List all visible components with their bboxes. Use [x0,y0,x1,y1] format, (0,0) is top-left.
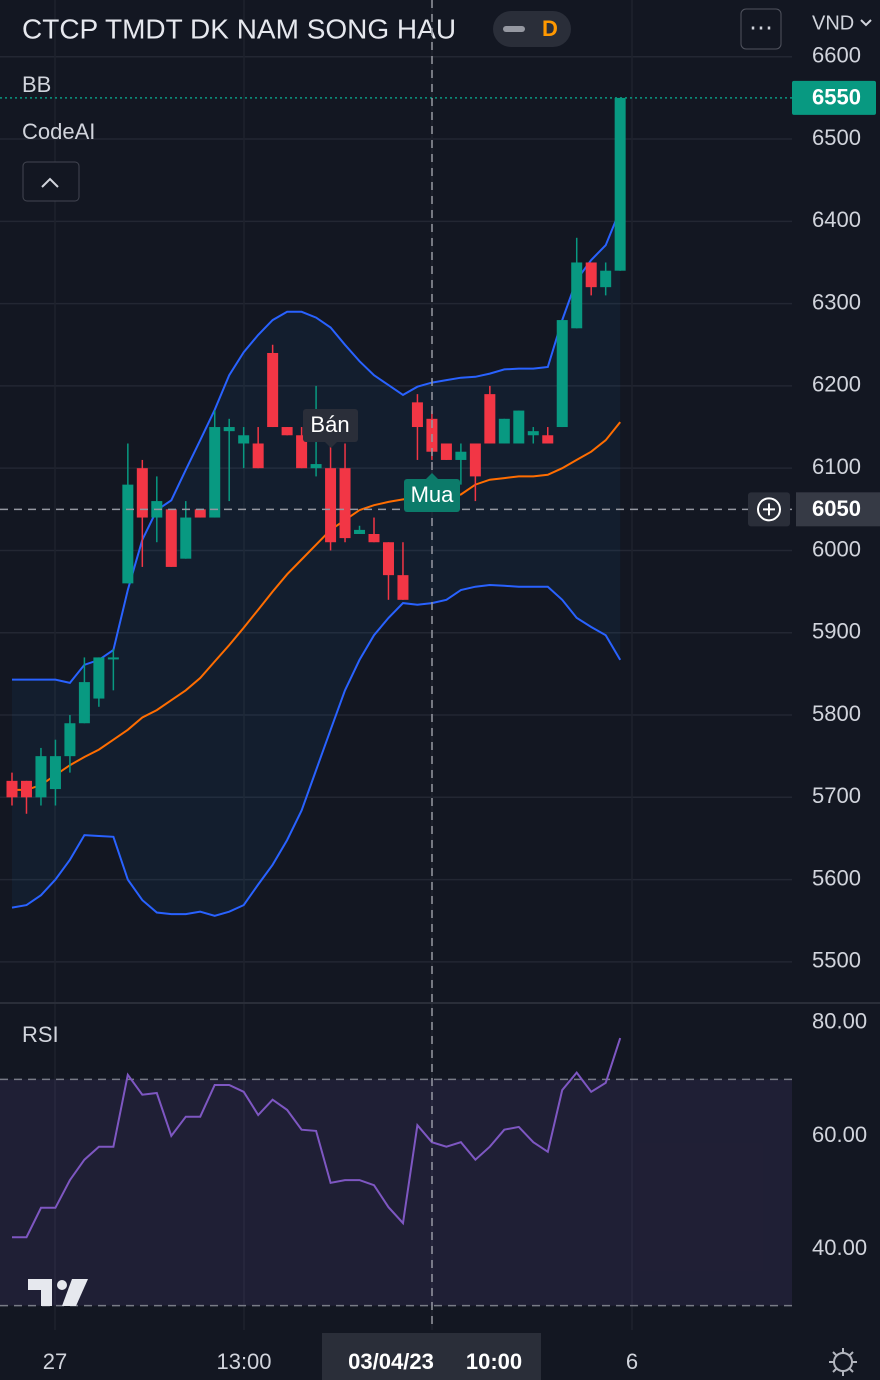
rsi-tick-label: 80.00 [812,1009,867,1034]
rsi-tick-label: 60.00 [812,1122,867,1147]
y-tick-label: 6100 [812,454,861,479]
band-line [12,421,621,791]
candle-body [20,780,32,798]
plot [0,97,792,1307]
y-tick-label: 5800 [812,701,861,726]
candle-body [107,657,119,660]
sell-tag-tip [325,442,337,448]
currency-caret [860,19,872,27]
candle-body [180,517,192,559]
candle-body [498,418,510,444]
candle-body [194,509,206,518]
grid: 5500 5600 5700 5800 5900 6000 6100 6200 6300 6400… [0,0,867,1330]
y-tick-label: 6200 [812,372,861,397]
candle-body [440,443,452,460]
rsi-label: RSI [22,1022,59,1047]
candle-body [296,435,308,469]
last-price-label: 6550 [812,85,861,110]
rsi-line [12,1037,622,1239]
time-highlight [322,1333,541,1380]
indicator-label: CodeAI [22,119,95,144]
candle-body [78,682,90,724]
interval: D [542,16,558,41]
toggle-icon [503,26,525,32]
buy-label: Mua [411,482,455,507]
candle-body [49,756,61,790]
y-tick-label: 5700 [812,783,861,808]
candle-body [542,435,554,444]
buy-tag [404,479,460,512]
chart-title: CTCP TMDT DK NAM SONG HAU [22,13,456,44]
indicator-label: BB [22,72,51,97]
y-tick-label: 6300 [812,289,861,314]
interval-pill[interactable] [493,11,571,47]
candle-body [600,270,612,288]
y-tick-label: 5600 [812,865,861,890]
candle-body [35,756,47,798]
x-tick-label: 27 [43,1349,67,1374]
candle-body [571,262,583,329]
buy-tag-tip [426,473,438,479]
last-price-box [792,80,876,115]
y-tick-label: 6400 [812,207,861,232]
candle-body [354,529,366,535]
candle-body [513,410,525,444]
sell-label: Bán [310,412,349,437]
candle-body [325,468,337,543]
crosshair-price-box [796,492,880,527]
rsi-band [0,1079,792,1306]
candle-body [411,402,423,428]
candle-body [238,435,250,444]
tv-logo [28,1279,88,1306]
candle-body [281,427,293,436]
candle-body [223,427,235,432]
candle-body [93,657,105,699]
candle-body [484,394,496,444]
candle-body [455,451,467,460]
x-tick-label: 13:00 [216,1349,271,1374]
candle-body [209,427,221,518]
candle-body [368,534,380,543]
candle-body [267,352,279,428]
crosshair-price-label: 6050 [812,496,861,521]
collapse-icon [41,177,59,188]
candle-body [614,97,626,271]
candle-body [310,464,322,469]
candle-body [252,443,264,469]
y-tick-label: 5500 [812,948,861,973]
add-icon [757,497,781,522]
band-fill [12,209,621,916]
candle-body [136,468,148,518]
candle-body [469,443,481,477]
candle-body [122,484,134,584]
sell-tag [303,409,358,442]
add-icon-plus [763,503,775,516]
x-tick-label: 6 [626,1349,638,1374]
x-tick-label: 10:00 [466,1349,522,1374]
candle-body [382,542,394,576]
collapse-button[interactable] [22,161,80,202]
settings-icon[interactable] [829,1348,857,1376]
candle-body [64,723,76,757]
menu-button[interactable] [740,8,782,50]
rsi-tick-label: 40.00 [812,1235,867,1260]
band-line [11,583,622,917]
currency[interactable]: VND [812,12,854,34]
x-tick-label: 03/04/23 [348,1349,434,1374]
y-tick-label: 6000 [812,536,861,561]
y-tick-label: 5900 [812,619,861,644]
candle-body [556,320,568,428]
candle-body [165,509,177,567]
candle-body [397,575,409,600]
candle-body [339,468,351,539]
menu-dots: ⋯ [749,14,773,41]
y-tick-label: 6600 [812,43,861,68]
y-tick-label: 6500 [812,125,861,150]
candle-body [6,780,18,798]
candle-body [527,431,539,436]
candle-body [585,262,597,288]
